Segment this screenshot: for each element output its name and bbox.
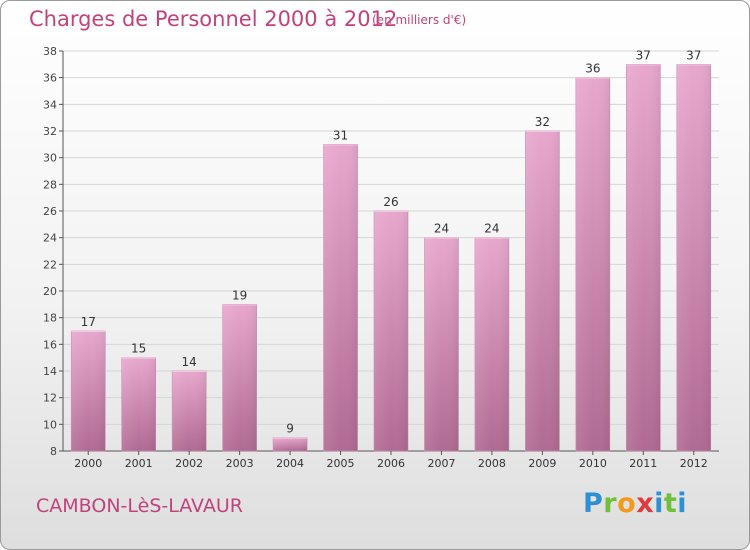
commune-name: CAMBON-LèS-LAVAUR: [36, 495, 243, 517]
y-tick-label: 38: [43, 45, 57, 58]
y-tick-label: 16: [43, 338, 57, 351]
bar-shading: [172, 371, 207, 451]
bar-shading: [676, 64, 711, 452]
y-tick-label: 14: [43, 365, 57, 378]
y-tick-label: 18: [43, 312, 57, 325]
chart-subtitle: (en milliers d'€): [372, 13, 467, 27]
x-tick-label: 2000: [74, 457, 102, 470]
y-tick-label: 34: [43, 98, 57, 111]
y-tick-label: 30: [43, 152, 57, 165]
x-tick-label: 2010: [579, 457, 607, 470]
x-tick-label: 2005: [327, 457, 355, 470]
bar-shading: [374, 211, 408, 451]
y-tick-label: 26: [43, 205, 57, 218]
x-tick-label: 2003: [226, 457, 254, 470]
y-tick-label: 10: [43, 418, 57, 431]
data-label: 19: [232, 288, 247, 302]
proxiti-logo[interactable]: Proxiti: [583, 488, 688, 519]
x-tick-label: 2006: [377, 457, 405, 470]
data-label: 15: [131, 342, 146, 356]
bar-shading: [71, 331, 106, 451]
x-tick-label: 2004: [276, 457, 304, 470]
y-tick-label: 22: [43, 258, 57, 271]
data-label: 14: [182, 355, 197, 369]
data-label: 32: [535, 115, 550, 129]
y-tick-label: 28: [43, 178, 57, 191]
x-tick-label: 2002: [175, 457, 203, 470]
data-label: 26: [383, 195, 398, 209]
data-label: 37: [686, 48, 701, 62]
chart-title: Charges de Personnel 2000 à 2012: [29, 7, 398, 31]
data-label: 9: [286, 422, 294, 436]
data-label: 17: [81, 315, 96, 329]
x-tick-label: 2009: [528, 457, 556, 470]
bar-shading: [474, 237, 509, 451]
y-tick-label: 12: [43, 392, 57, 405]
data-label: 37: [636, 48, 651, 62]
y-tick-label: 8: [50, 445, 57, 458]
x-tick-label: 2008: [478, 457, 506, 470]
data-label: 24: [434, 222, 449, 236]
x-tick-label: 2007: [427, 457, 455, 470]
x-tick-label: 2012: [680, 457, 708, 470]
x-tick-label: 2001: [125, 457, 153, 470]
x-tick-label: 2011: [629, 457, 657, 470]
bar-shading: [273, 437, 308, 451]
bar-shading: [626, 64, 661, 452]
bar-shading: [121, 357, 156, 451]
bar-shading: [424, 237, 459, 451]
bar-shading: [222, 304, 257, 451]
y-tick-label: 20: [43, 285, 57, 298]
data-label: 31: [333, 128, 348, 142]
bar-shading: [525, 131, 560, 451]
y-tick-label: 36: [43, 72, 57, 85]
bar-shading: [323, 144, 358, 452]
y-tick-label: 32: [43, 125, 57, 138]
data-label: 24: [484, 222, 499, 236]
data-label: 36: [585, 62, 600, 76]
y-tick-label: 24: [43, 232, 57, 245]
bar-shading: [575, 77, 610, 452]
